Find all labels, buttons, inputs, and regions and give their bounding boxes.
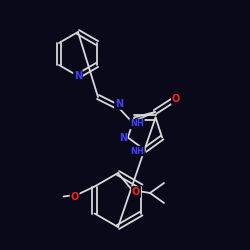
- Text: O: O: [132, 187, 140, 197]
- Text: O: O: [172, 94, 180, 104]
- Text: N: N: [74, 71, 82, 81]
- Text: O: O: [70, 192, 79, 202]
- Text: NH: NH: [130, 146, 144, 156]
- Text: NH: NH: [130, 120, 144, 128]
- Text: N: N: [119, 132, 127, 142]
- Text: N: N: [115, 99, 123, 109]
